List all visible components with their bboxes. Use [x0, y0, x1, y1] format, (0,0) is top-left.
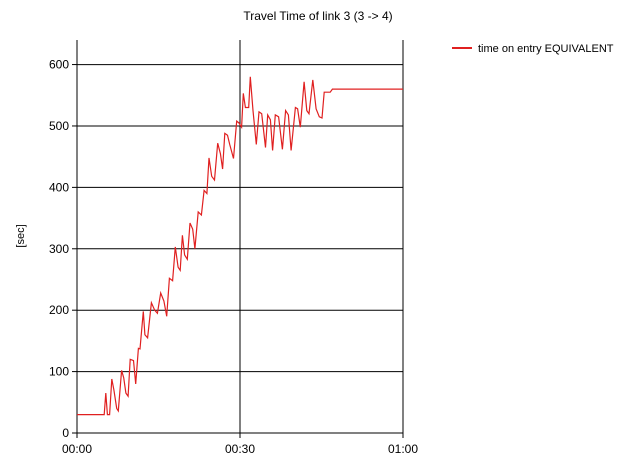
tick-labels: 0 100 200 300 400 500 600 00:00 00:30 01:00: [49, 58, 418, 456]
y-tick-label: 400: [49, 180, 69, 194]
grid-lines: [77, 40, 404, 433]
legend: time on entry EQUIVALENT: [452, 43, 614, 55]
y-tick-label: 200: [49, 303, 69, 317]
series-lines: [77, 76, 403, 416]
y-tick-label: 0: [62, 426, 69, 440]
x-tick-label: 01:00: [388, 442, 418, 456]
axes: [72, 40, 404, 438]
y-tick-label: 300: [49, 242, 69, 256]
legend-label: time on entry EQUIVALENT: [478, 43, 614, 55]
y-tick-label: 600: [49, 58, 69, 72]
x-tick-label: 00:30: [225, 442, 255, 456]
series-line: [77, 76, 403, 416]
x-tick-label: 00:00: [62, 442, 92, 456]
y-tick-label: 500: [49, 119, 69, 133]
y-tick-label: 100: [49, 365, 69, 379]
y-axis-label: [sec]: [15, 224, 27, 247]
chart-title: Travel Time of link 3 (3 -> 4): [243, 9, 392, 23]
